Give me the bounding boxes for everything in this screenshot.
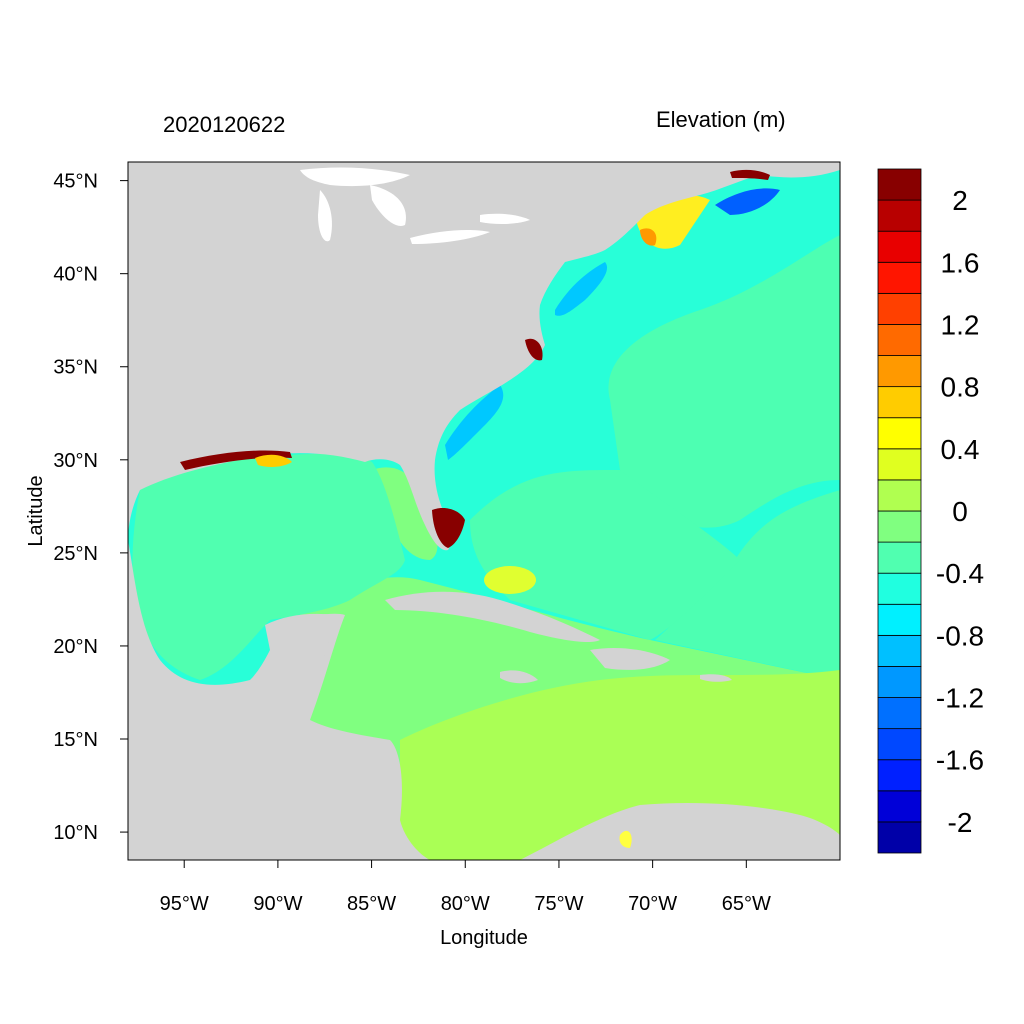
colorbar-swatch xyxy=(877,261,922,294)
south-florida-surge xyxy=(432,508,465,548)
carolina-low-band xyxy=(445,385,504,460)
mid-atlantic-low-band xyxy=(555,262,608,316)
colorbar: 2 1.6 1.2 0.8 0.4 0 -0.4 -0.8 -1.2 -1.6 -2 xyxy=(877,168,984,854)
land xyxy=(128,162,840,860)
y-tick-label: 40°N xyxy=(53,264,98,286)
colorbar-swatch xyxy=(877,603,922,636)
colorbar-swatch xyxy=(877,479,922,512)
variable-title: Elevation (m) xyxy=(656,107,786,132)
plot-frame xyxy=(127,161,841,861)
carolina-surge xyxy=(525,338,543,361)
colorbar-swatch xyxy=(877,355,922,388)
x-tick-label: 85°W xyxy=(347,893,396,915)
colorbar-swatch xyxy=(877,292,922,325)
y-tick-label: 25°N xyxy=(53,543,98,565)
colorbar-swatch xyxy=(877,386,922,419)
south-america-land xyxy=(520,803,840,860)
colorbar-label: 0 xyxy=(952,496,968,527)
y-tick-label: 20°N xyxy=(53,636,98,658)
jamaica-land xyxy=(500,670,538,684)
colorbar-swatch xyxy=(877,199,922,232)
colorbar-label: 0.8 xyxy=(941,372,980,403)
lake-erie xyxy=(410,230,490,244)
colorbar-label: 1.2 xyxy=(941,309,980,340)
atlantic-southeast-zone xyxy=(655,490,840,680)
colorbar-swatch xyxy=(877,728,922,761)
colorbar-swatch xyxy=(877,168,922,201)
colorbar-label: 0.4 xyxy=(941,434,980,465)
colorbar-swatch xyxy=(877,821,922,854)
x-axis: 95°W 90°W 85°W 80°W 75°W 70°W 65°W xyxy=(160,860,771,915)
colorbar-swatch xyxy=(877,230,922,263)
mexico-central-america-land xyxy=(128,540,430,860)
y-tick-label: 15°N xyxy=(53,729,98,751)
cuba-land xyxy=(385,591,600,643)
colorbar-label: -1.2 xyxy=(936,683,984,714)
y-axis-label: Latitude xyxy=(25,475,47,546)
x-tick-label: 95°W xyxy=(160,893,209,915)
colorbar-swatch xyxy=(877,572,922,605)
nova-scotia-low xyxy=(715,188,780,215)
yucatan-land xyxy=(265,613,335,700)
atlantic-east-zone xyxy=(608,235,840,528)
colorbar-swatch xyxy=(877,541,922,574)
colorbar-label: 1.6 xyxy=(941,247,980,278)
x-tick-label: 80°W xyxy=(441,893,490,915)
y-tick-label: 30°N xyxy=(53,450,98,472)
y-axis: 45°N 40°N 35°N 30°N 25°N 20°N 15°N 10°N xyxy=(53,171,128,844)
curacao-island xyxy=(619,830,632,848)
colorbar-swatch xyxy=(877,510,922,543)
lake-michigan xyxy=(318,190,332,242)
x-axis-label: Longitude xyxy=(440,927,528,949)
louisiana-high xyxy=(255,454,292,467)
y-tick-label: 45°N xyxy=(53,171,98,193)
great-lakes xyxy=(300,167,530,244)
lake-huron xyxy=(370,185,406,226)
colorbar-label: -1.6 xyxy=(936,745,984,776)
gulf-of-mexico-zone xyxy=(132,453,405,680)
lake-ontario xyxy=(480,213,530,225)
hispaniola-land xyxy=(590,648,670,670)
maine-surge xyxy=(730,169,770,180)
gulf-coast-surge xyxy=(180,450,292,470)
cape-cod-high xyxy=(640,228,657,246)
colorbar-label: -0.8 xyxy=(936,620,984,651)
colorbar-swatch xyxy=(877,324,922,356)
colorbar-swatch xyxy=(877,634,922,667)
colorbar-swatch xyxy=(877,448,922,481)
north-america-land xyxy=(128,162,840,551)
colorbar-swatch xyxy=(877,666,922,698)
x-tick-label: 70°W xyxy=(628,893,677,915)
colorbar-swatch xyxy=(877,759,922,792)
x-tick-label: 75°W xyxy=(534,893,583,915)
colorbar-label: -0.4 xyxy=(936,558,984,589)
lake-superior xyxy=(300,167,410,187)
bahamas-high xyxy=(484,566,536,594)
map-field xyxy=(128,162,840,860)
y-tick-label: 35°N xyxy=(53,357,98,379)
x-tick-label: 65°W xyxy=(722,893,771,915)
coastal-surge xyxy=(180,169,770,548)
x-tick-label: 90°W xyxy=(253,893,302,915)
colorbar-swatch xyxy=(877,790,922,823)
colorbar-swatch xyxy=(877,417,922,450)
y-tick-label: 10°N xyxy=(53,822,98,844)
colorbar-label: -2 xyxy=(948,807,973,838)
puerto-rico-land xyxy=(700,674,732,682)
bahamas-zone xyxy=(470,470,740,640)
colorbar-swatch xyxy=(877,697,922,730)
colorbar-label: 2 xyxy=(952,185,968,216)
date-title: 2020120622 xyxy=(163,112,286,137)
